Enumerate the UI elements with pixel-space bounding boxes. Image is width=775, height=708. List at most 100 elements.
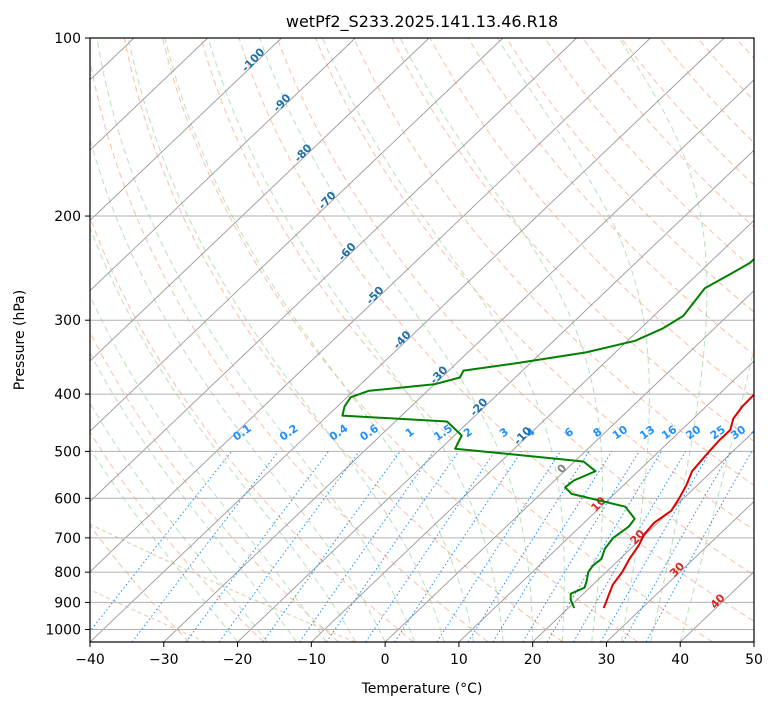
isotherm-line	[311, 219, 754, 642]
dry-adiabat	[353, 38, 754, 487]
mixing-ratio-line	[325, 451, 460, 642]
y-axis-label: Pressure (hPa)	[12, 290, 28, 390]
mixing-ratio-line	[622, 451, 732, 642]
mixing-ratio-label: 8	[591, 425, 605, 440]
mixing-ratio-label: 0.2	[277, 422, 300, 444]
y-tick-label: 600	[54, 491, 81, 507]
dry-adiabat	[314, 38, 754, 531]
y-tick-label: 700	[54, 531, 81, 547]
dry-adiabat	[123, 38, 564, 642]
dry-adiabat	[90, 57, 489, 642]
isotherm-label: -40	[391, 328, 414, 352]
tan-curve	[90, 589, 206, 642]
isotherm-line	[90, 38, 282, 222]
mixing-ratio-line	[600, 451, 711, 642]
y-tick-label: 100	[54, 31, 81, 47]
dry-adiabat	[467, 38, 754, 356]
isotherm-label: 40	[708, 591, 728, 611]
isotherm-label: 10	[588, 494, 608, 514]
mixing-ratio-label: 10	[610, 423, 630, 443]
dry-adiabat	[90, 215, 414, 642]
mixing-ratio-label: 1	[403, 425, 417, 440]
dry-adiabat	[506, 38, 754, 313]
mixing-ratio-line	[185, 451, 329, 642]
temperature-line	[602, 392, 754, 609]
moist-adiabat	[127, 38, 445, 642]
x-tick-label: 50	[745, 652, 763, 668]
mixing-ratio-label: 0.1	[230, 422, 253, 444]
x-tick-label: −40	[75, 652, 105, 668]
axis-ticks: −40 −30 −20 −10 0 10 20 30 40 5010020030040050060…	[45, 31, 763, 668]
isopleth-labels: 0.1 0.2 0.4 0.6 1 1.5 2 3 4 6 8 10 13 16 20 25 30 36-100-…	[230, 45, 769, 611]
dry-adiabat	[391, 38, 754, 442]
y-tick-label: 200	[54, 209, 81, 225]
mixing-ratio-line	[522, 451, 640, 642]
isotherm-line	[532, 430, 754, 642]
dry-adiabat	[90, 431, 265, 642]
isotherm-line	[384, 290, 754, 642]
y-tick-label: 400	[54, 387, 81, 403]
moist-adiabat	[497, 38, 650, 642]
y-tick-label: 1000	[45, 622, 81, 638]
moist-adiabat	[90, 402, 268, 642]
isotherm-line	[606, 500, 754, 642]
isotherm-line	[0, 38, 60, 642]
dry-adiabat	[735, 38, 754, 60]
isotherm-line	[679, 571, 754, 642]
isotherm-label: 30	[667, 559, 687, 579]
moist-adiabat	[96, 38, 416, 642]
dry-adiabat	[582, 38, 754, 228]
mixing-ratio-line	[262, 451, 401, 642]
mixing-ratio-line	[492, 451, 613, 642]
y-tick-label: 800	[54, 565, 81, 581]
dry-adiabat	[276, 38, 754, 576]
profiles	[341, 257, 754, 609]
mixing-ratio-line	[218, 451, 360, 642]
plot-frame	[89, 37, 755, 643]
chart-title: wetPf2_S233.2025.141.13.46.R18	[286, 12, 558, 32]
mixing-ratio-line	[467, 451, 590, 642]
isotherm-label: -80	[292, 141, 315, 165]
moist-adiabat	[164, 38, 475, 642]
mixing-ratio-label: 3	[497, 425, 511, 440]
isotherm-line	[90, 38, 209, 151]
moist-adiabat	[679, 345, 754, 642]
moist-adiabat	[90, 137, 386, 642]
x-tick-label: 30	[598, 652, 616, 668]
x-tick-label: −30	[149, 652, 179, 668]
moist-adiabat	[399, 38, 604, 642]
isotherm-label: -20	[467, 395, 490, 419]
mixing-ratio-label: 36	[749, 423, 769, 443]
isotherm-label: -90	[270, 91, 293, 115]
moist-adiabat	[90, 351, 297, 642]
mixing-ratio-line	[394, 451, 523, 642]
mixing-ratio-label: 25	[708, 423, 728, 442]
mixing-ratio-label: 0.4	[327, 422, 351, 444]
mixing-ratio-line	[299, 451, 435, 642]
x-tick-label: −20	[223, 652, 253, 668]
mixing-ratio-label: 0.6	[358, 422, 382, 444]
isotherm-label: -60	[336, 240, 359, 264]
x-tick-label: 10	[450, 652, 468, 668]
tan-curve	[90, 523, 356, 642]
isotherm-line	[90, 38, 356, 292]
isotherm-line	[90, 38, 504, 432]
dry-adiabat	[200, 38, 713, 642]
isotherm-line	[163, 79, 754, 642]
isotherm-line	[90, 38, 725, 642]
y-tick-label: 300	[54, 313, 81, 329]
moist-adiabat	[207, 38, 504, 642]
moist-adiabat	[90, 447, 238, 642]
isotherm-line	[90, 38, 651, 573]
dry-adiabat	[429, 38, 754, 399]
mixing-ratio-label: 16	[659, 423, 679, 443]
mixing-ratio-label: 13	[637, 423, 657, 442]
dry-adiabat	[162, 38, 639, 642]
x-tick-label: 40	[671, 652, 689, 668]
mixing-ratio-line	[436, 451, 561, 642]
dry-adiabat	[90, 330, 339, 642]
isotherm-line	[90, 38, 430, 362]
mixing-ratio-line	[90, 451, 232, 633]
x-tick-label: 20	[524, 652, 542, 668]
isotherm-line	[753, 641, 754, 642]
